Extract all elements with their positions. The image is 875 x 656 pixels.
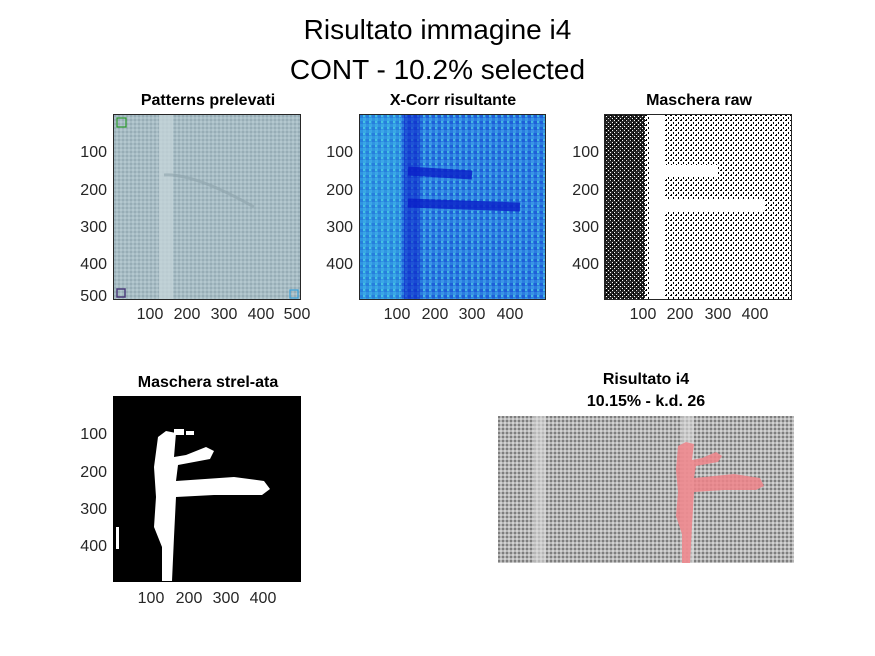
- x-tick: 300: [212, 590, 240, 607]
- y-tick: 200: [80, 182, 107, 199]
- x-tick: 400: [741, 306, 769, 323]
- panel-title-mask-raw: Maschera raw: [646, 92, 752, 109]
- panel-title-result: Risultato i4: [602, 371, 690, 388]
- y-tick: 400: [572, 256, 599, 273]
- x-tick: 200: [175, 590, 203, 607]
- x-tick: 400: [247, 306, 275, 323]
- panel-title-patterns: Patterns prelevati: [140, 92, 276, 109]
- y-tick: 300: [80, 501, 107, 518]
- panel-title-mask-strel: Maschera strel-ata: [137, 374, 279, 391]
- figure-subtitle: CONT - 10.2% selected: [289, 54, 586, 85]
- y-tick: 300: [80, 219, 107, 236]
- panel-title-xcorr: X-Corr risultante: [389, 92, 517, 109]
- x-tick: 300: [704, 306, 732, 323]
- x-tick: 300: [210, 306, 238, 323]
- y-tick: 200: [572, 182, 599, 199]
- y-tick: 400: [80, 256, 107, 273]
- pattern-marker-green: [116, 117, 127, 128]
- x-tick: 200: [421, 306, 449, 323]
- result-image: [498, 416, 794, 563]
- y-tick: 300: [572, 219, 599, 236]
- mask-strel-image: [113, 396, 301, 582]
- y-tick: 100: [80, 426, 107, 443]
- pattern-marker-dark: [116, 288, 126, 298]
- xcorr-image: [359, 114, 546, 300]
- x-tick: 400: [496, 306, 524, 323]
- patterns-image: [113, 114, 301, 300]
- x-tick: 300: [458, 306, 486, 323]
- figure-title: Risultato immagine i4: [303, 14, 572, 45]
- x-tick: 100: [136, 306, 164, 323]
- y-tick: 300: [326, 219, 353, 236]
- x-tick: 100: [383, 306, 411, 323]
- x-tick: 200: [666, 306, 694, 323]
- y-tick: 500: [80, 288, 107, 305]
- y-tick: 400: [326, 256, 353, 273]
- y-tick: 100: [572, 144, 599, 161]
- x-tick: 500: [283, 306, 311, 323]
- y-tick: 100: [80, 144, 107, 161]
- y-tick: 200: [326, 182, 353, 199]
- y-tick: 100: [326, 144, 353, 161]
- pattern-marker-cyan: [289, 289, 299, 299]
- panel-subtitle-result: 10.15% - k.d. 26: [586, 393, 706, 410]
- x-tick: 100: [629, 306, 657, 323]
- x-tick: 100: [137, 590, 165, 607]
- y-tick: 400: [80, 538, 107, 555]
- x-tick: 400: [249, 590, 277, 607]
- x-tick: 200: [173, 306, 201, 323]
- mask-raw-image: [604, 114, 792, 300]
- y-tick: 200: [80, 464, 107, 481]
